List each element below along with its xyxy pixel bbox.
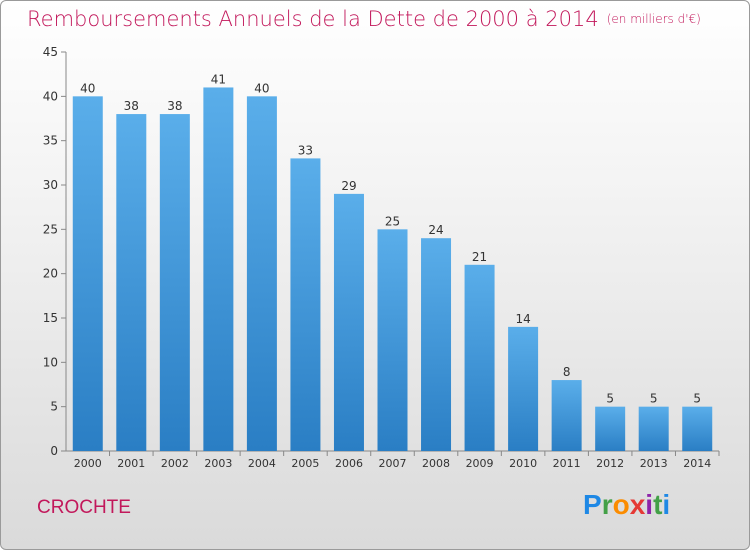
bar [682,406,713,451]
x-tick-label: 2002 [161,457,189,470]
bar [72,96,103,451]
bar-value-label: 8 [563,365,571,379]
x-tick-label: 2004 [248,457,276,470]
y-tick-label: 45 [43,45,58,59]
logo-letter: i [645,489,654,520]
x-tick-label: 2006 [335,457,363,470]
bar [290,158,321,451]
bar-value-label: 5 [693,392,701,406]
bar [421,238,452,451]
bar-value-label: 40 [254,81,269,95]
x-tick-label: 2007 [379,457,407,470]
x-tick-label: 2010 [509,457,537,470]
x-tick-label: 2012 [596,457,624,470]
bar [551,380,582,451]
x-tick-label: 2000 [74,457,102,470]
logo-letter: P [583,489,602,520]
y-tick-label: 10 [43,355,58,369]
chart-title: Remboursements Annuels de la Dette de 20… [27,7,701,31]
x-tick-label: 2003 [204,457,232,470]
proxiti-logo[interactable]: Proxiti [583,489,670,521]
logo-letter: r [601,489,613,520]
bar-value-label: 41 [211,72,226,86]
data-labels: 40 38 38 41 40 33 29 25 24 21 14 8 5 5 5 [80,72,701,405]
bar [246,96,277,451]
bar-value-label: 38 [124,99,139,113]
bar [508,326,539,451]
x-tick-label: 2008 [422,457,450,470]
x-tick-label: 2001 [117,457,145,470]
x-tick-label: 2011 [553,457,581,470]
bar-value-label: 24 [428,223,443,237]
bar [116,114,147,452]
y-tick-label: 5 [50,400,58,414]
x-tick-label: 2014 [683,457,711,470]
y-tick-label: 25 [43,222,58,236]
logo-letter: o [612,489,630,520]
bar-value-label: 14 [515,312,530,326]
x-tick-label: 2013 [640,457,668,470]
bar-value-label: 5 [650,392,658,406]
logo-letter: t [653,489,663,520]
unit-note: (en milliers d'€) [606,12,701,26]
logo-letter: i [662,489,671,520]
x-tick-label: 2009 [466,457,494,470]
y-tick-label: 20 [43,267,58,281]
bar [203,87,234,451]
logo-letter: x [629,489,646,520]
y-tick-label: 15 [43,311,58,325]
bar [595,406,626,451]
bar [464,264,495,451]
bar-value-label: 29 [341,179,356,193]
bar [377,229,408,451]
bars [72,87,713,452]
bar-value-label: 33 [298,143,313,157]
y-tick-label: 0 [50,444,58,458]
bar-value-label: 21 [472,250,487,264]
bar-value-label: 40 [80,81,95,95]
bar-value-label: 38 [167,99,182,113]
bar [333,193,364,451]
bar-value-label: 5 [606,392,614,406]
y-tick-label: 30 [43,178,58,192]
commune-name: CROCHTE [37,497,131,518]
bar [638,406,669,451]
bar-value-label: 25 [385,214,400,228]
x-tick-label: 2005 [291,457,319,470]
chart-title-text: Remboursements Annuels de la Dette de 20… [27,7,599,31]
y-tick-label: 40 [43,89,58,103]
bar [159,114,190,452]
y-tick-label: 35 [43,134,58,148]
axes: 0 5 10 15 20 25 30 35 40 45 2000 2001 2002 2003 2004 20… [43,45,720,470]
